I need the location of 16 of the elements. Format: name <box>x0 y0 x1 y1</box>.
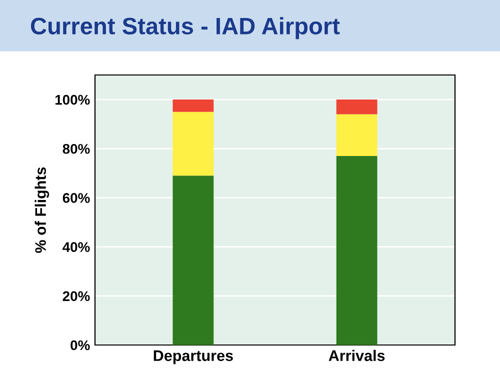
y-axis-title: % of Flights <box>34 167 50 253</box>
y-tick-label: 100% <box>55 94 90 105</box>
y-tick-label: 80% <box>62 144 90 154</box>
bar <box>336 156 378 345</box>
bar <box>336 114 378 156</box>
y-tick-label: 20% <box>62 291 90 302</box>
y-tick-label: 60% <box>62 193 90 203</box>
bar <box>172 100 214 112</box>
x-tick-label: Departures <box>154 350 233 364</box>
bar <box>172 176 214 345</box>
y-tick-label: 40% <box>62 242 90 252</box>
x-tick-label: Arrivals <box>328 350 385 362</box>
bar <box>336 100 378 114</box>
chart-title: Current Status - IAD Airport <box>30 17 340 40</box>
bar <box>172 112 214 176</box>
y-tick-label: 0% <box>70 340 90 350</box>
